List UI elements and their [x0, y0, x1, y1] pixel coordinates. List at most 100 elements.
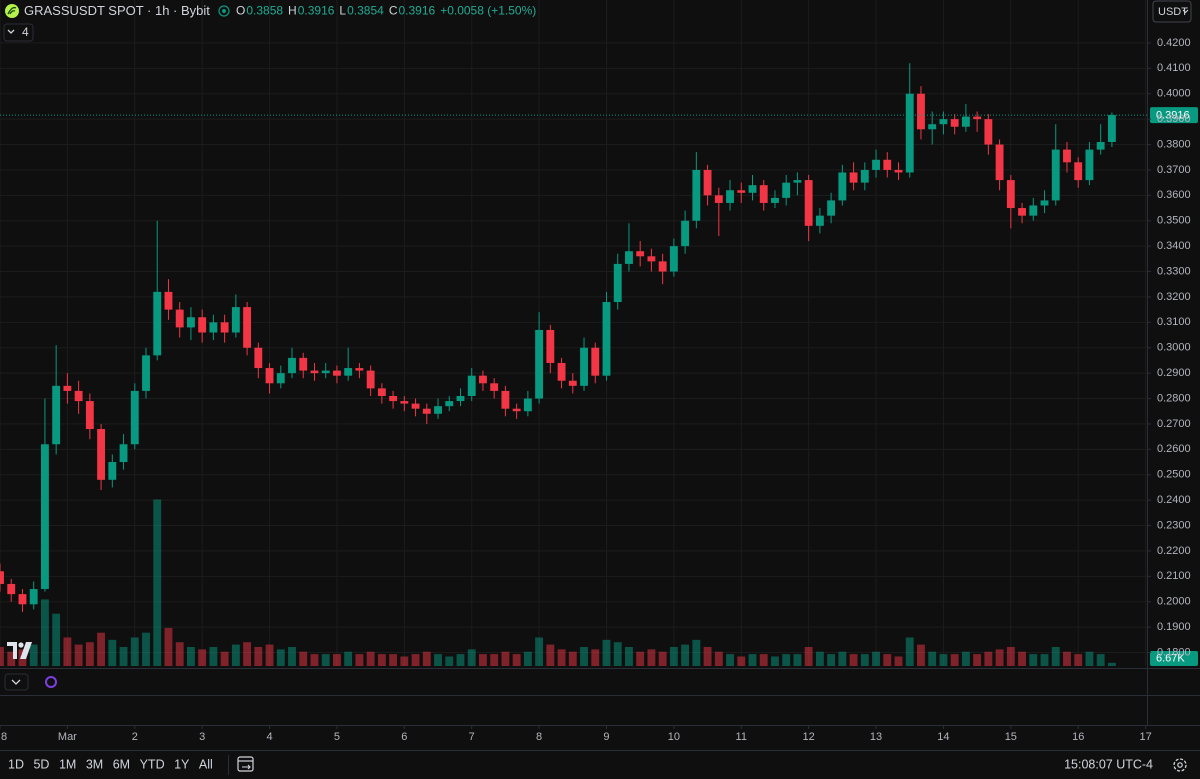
- volume-bar: [85, 642, 94, 666]
- candle-body: [1006, 180, 1015, 209]
- range-button[interactable]: 3M: [86, 757, 103, 771]
- range-button[interactable]: 1M: [59, 757, 76, 771]
- pane-collapse[interactable]: [4, 673, 29, 691]
- volume-bar: [97, 632, 106, 666]
- candle-body: [737, 190, 746, 193]
- volume-bar: [546, 644, 555, 666]
- candle-body: [52, 385, 61, 445]
- y-tick-label: 0.2800: [1157, 392, 1191, 404]
- candle-body: [220, 322, 229, 333]
- volume-bar: [1051, 646, 1060, 666]
- candle-body: [1018, 208, 1026, 216]
- ohlc-key: H: [288, 4, 297, 18]
- volume-bar: [63, 637, 72, 666]
- candle-body: [355, 368, 364, 371]
- time-axis: 8 Mar 2 3 4 5 6 7 8 9 10 11 12 13 14 15 16 17: [0, 725, 1152, 743]
- indicator-toggle[interactable]: [3, 23, 34, 42]
- volume-bar: [984, 651, 993, 666]
- y-tick-label: 0.3100: [1157, 316, 1191, 328]
- volume-bar: [377, 654, 386, 666]
- candle-body: [860, 169, 869, 183]
- range-button[interactable]: 6M: [113, 757, 130, 771]
- y-tick-label: 0.3600: [1157, 189, 1191, 201]
- overlay: 0.3916 6.67K: [0, 107, 1198, 666]
- currency-label: USDT: [1158, 6, 1188, 18]
- range-button[interactable]: 5D: [33, 757, 49, 771]
- x-tick-label: 11: [736, 731, 747, 743]
- tv-logo-part: [7, 642, 17, 659]
- volume-bar: [872, 651, 880, 666]
- range-button[interactable]: 1D: [8, 757, 24, 771]
- indicator-icon[interactable]: [45, 676, 57, 688]
- range-button[interactable]: All: [199, 757, 213, 771]
- x-tick-label: 10: [668, 731, 680, 743]
- volume-bar: [187, 646, 195, 666]
- gear-icon: [1173, 758, 1187, 772]
- candle-body: [523, 398, 532, 412]
- candle-body: [63, 385, 72, 391]
- clock: 15:08:07 UTC-4: [1064, 757, 1153, 771]
- candle-body: [894, 169, 903, 173]
- candle-body: [389, 395, 398, 402]
- y-tick-label: 0.2500: [1157, 469, 1191, 481]
- candle-body: [872, 159, 880, 170]
- volume-bar: [400, 656, 409, 666]
- volume-bar: [625, 646, 633, 666]
- volume-bar: [288, 646, 296, 666]
- candle-body: [366, 370, 375, 389]
- candle-body: [130, 390, 139, 445]
- settings-button[interactable]: [1173, 758, 1187, 772]
- volume-bar: [782, 654, 791, 666]
- volume-bar: [580, 646, 588, 666]
- x-tick-label: 13: [870, 731, 882, 743]
- candle-body: [97, 429, 106, 480]
- candle-body: [995, 144, 1004, 181]
- y-tick-label: 0.2200: [1157, 545, 1191, 557]
- tv-logo-part: [18, 642, 24, 648]
- volume-bar: [838, 651, 847, 666]
- candle-body: [265, 368, 274, 384]
- candle-body: [40, 444, 49, 590]
- market-status-dot: [222, 9, 226, 13]
- range-button[interactable]: 1Y: [174, 757, 190, 771]
- volume-bar: [737, 656, 746, 666]
- candle-body: [804, 180, 813, 226]
- candle-body: [928, 124, 937, 130]
- volume-pane: [0, 499, 1116, 666]
- volume-bar: [950, 654, 959, 666]
- candle-body: [490, 383, 499, 391]
- volume-bar: [1063, 651, 1071, 666]
- candle-body: [231, 307, 240, 333]
- currency-button[interactable]: [1152, 0, 1192, 23]
- candle-body: [501, 390, 510, 409]
- volume-bar: [636, 651, 645, 666]
- volume-bar: [973, 654, 982, 666]
- candle-body: [1029, 205, 1038, 216]
- chevron-icon: [11, 679, 21, 685]
- candle-body: [658, 261, 667, 272]
- range-button[interactable]: YTD: [140, 757, 165, 771]
- candle-body: [759, 185, 768, 203]
- x-tick-label: 6: [401, 731, 407, 743]
- candle-body: [939, 119, 948, 125]
- candle-body: [321, 370, 330, 374]
- candle-body: [602, 302, 611, 376]
- volume-bar: [669, 646, 678, 666]
- candle-body: [883, 159, 892, 170]
- candle-body: [243, 307, 252, 348]
- volume-bar: [613, 642, 622, 666]
- volume-bar: [883, 654, 892, 666]
- goto-date-button[interactable]: [237, 756, 254, 772]
- calendar-arrow: [242, 764, 251, 770]
- volume-bar: [119, 646, 128, 666]
- volume-bar: [568, 651, 577, 666]
- volume-bar: [748, 654, 757, 666]
- candle-body: [85, 401, 94, 430]
- volume-bar: [692, 639, 701, 666]
- candle-body: [1051, 149, 1060, 201]
- candle-body: [142, 355, 150, 391]
- x-tick-label: 7: [469, 731, 475, 743]
- volume-bar: [411, 654, 420, 666]
- candle-body: [1107, 115, 1116, 142]
